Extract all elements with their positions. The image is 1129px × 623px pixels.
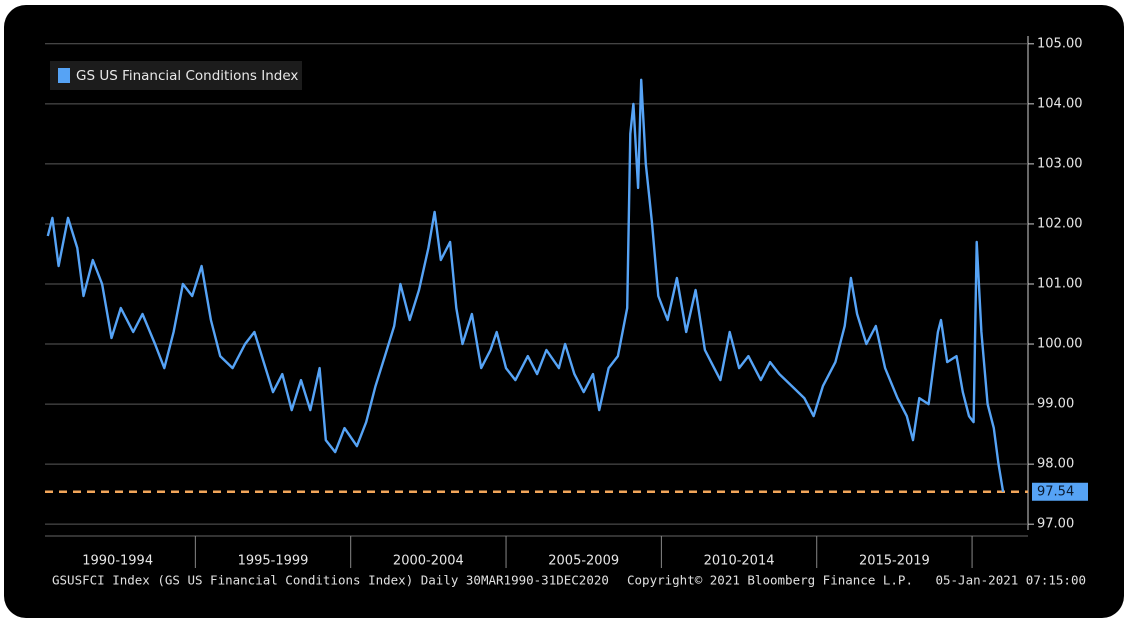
x-tick-label: 2010-2014 xyxy=(704,554,775,569)
series-line xyxy=(46,78,1005,492)
legend-box xyxy=(50,61,302,90)
last-value-label: 97.54 xyxy=(1037,484,1074,499)
x-tick-label: 2005-2009 xyxy=(548,554,619,569)
footer-copyright: Copyright© 2021 Bloomberg Finance L.P. xyxy=(627,573,913,588)
x-tick-label: 1990-1994 xyxy=(82,554,153,569)
legend-label: GS US Financial Conditions Index xyxy=(76,68,298,84)
legend-swatch xyxy=(58,68,70,83)
x-tick-label: 1995-1999 xyxy=(238,554,309,569)
y-tick-label: 105.00 xyxy=(1037,36,1083,51)
panel xyxy=(4,5,1124,618)
x-tick-label: 2000-2004 xyxy=(393,554,464,569)
footer-timestamp: 05-Jan-2021 07:15:00 xyxy=(935,573,1086,588)
y-tick-label: 103.00 xyxy=(1037,156,1083,171)
y-tick-label: 99.00 xyxy=(1037,397,1074,412)
y-tick-label: 97.00 xyxy=(1037,517,1074,532)
x-tick-label: 2015-2019 xyxy=(859,554,930,569)
y-tick-label: 101.00 xyxy=(1037,276,1083,291)
y-tick-label: 98.00 xyxy=(1037,457,1074,472)
y-tick-label: 102.00 xyxy=(1037,216,1083,231)
y-tick-label: 100.00 xyxy=(1037,337,1083,352)
last-value-box xyxy=(1032,482,1088,501)
y-tick-label: 104.00 xyxy=(1037,96,1083,111)
footer-source: GSUSFCI Index (GS US Financial Condition… xyxy=(52,573,609,588)
